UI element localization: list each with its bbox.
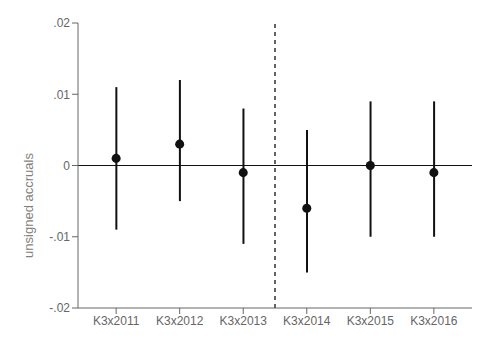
- svg-text:K3x2016: K3x2016: [410, 314, 458, 328]
- svg-text:K3x2013: K3x2013: [220, 314, 268, 328]
- svg-text:-.01: -.01: [49, 230, 70, 244]
- svg-text:K3x2014: K3x2014: [283, 314, 331, 328]
- svg-text:K3x2015: K3x2015: [347, 314, 395, 328]
- svg-text:0: 0: [63, 159, 70, 173]
- svg-text:.02: .02: [53, 16, 70, 30]
- svg-text:-.02: -.02: [49, 301, 70, 315]
- svg-text:K3x2012: K3x2012: [156, 314, 204, 328]
- svg-text:unsigned accruals: unsigned accruals: [21, 153, 36, 258]
- svg-text:K3x2011: K3x2011: [93, 314, 140, 328]
- svg-text:.01: .01: [53, 88, 70, 102]
